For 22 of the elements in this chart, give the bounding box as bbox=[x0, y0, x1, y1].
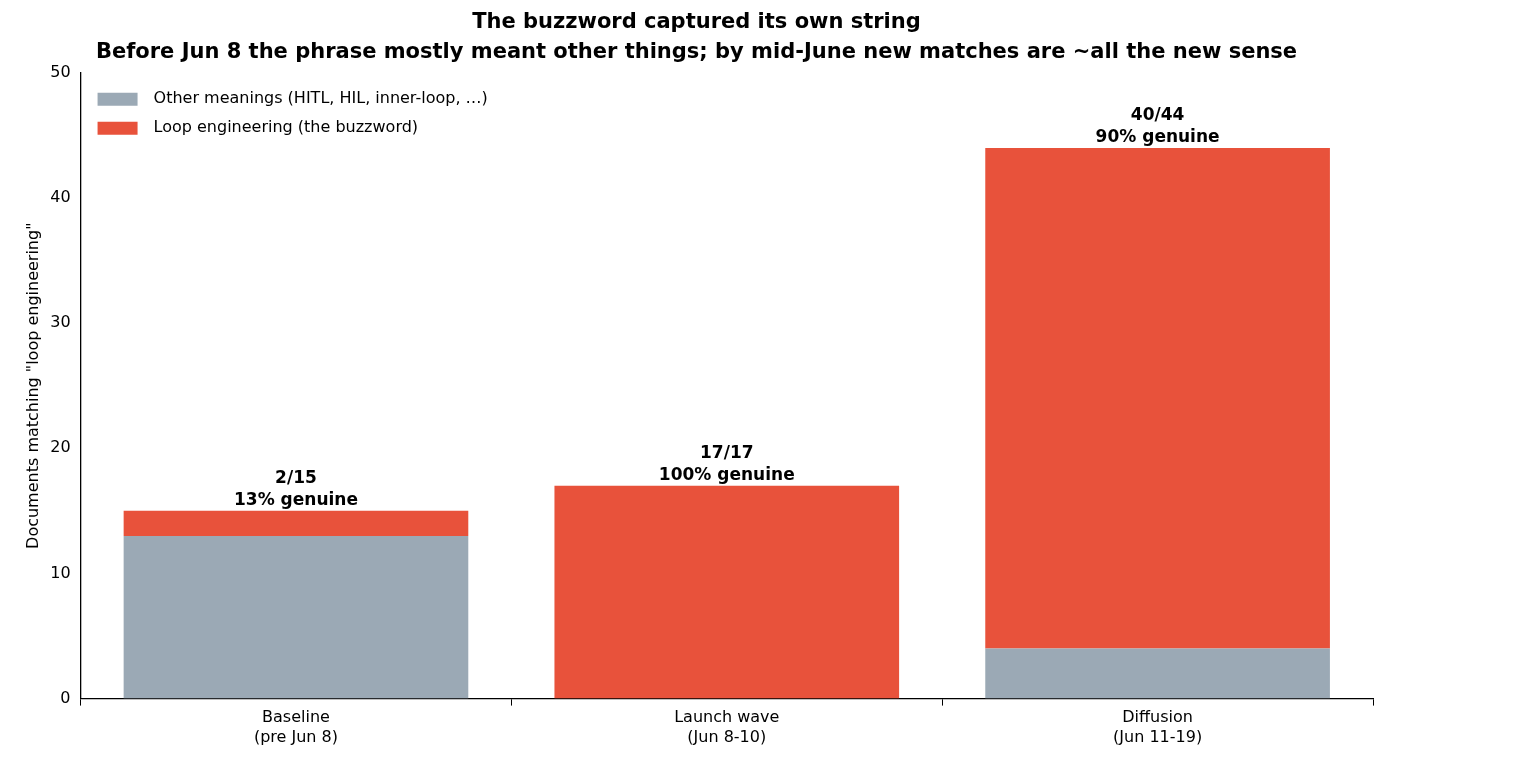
y-tick-label: 20 bbox=[50, 437, 71, 457]
legend-label: Other meanings (HITL, HIL, inner-loop, …) bbox=[153, 87, 488, 107]
y-tick-label: 50 bbox=[50, 61, 71, 81]
bar bbox=[123, 535, 469, 699]
y-tick-label: 30 bbox=[50, 312, 71, 332]
chart-title: The buzzword captured its own string bbox=[472, 9, 921, 34]
annotation: 17/17 100% genuine bbox=[658, 441, 795, 484]
x-tick-label: Launch wave (Jun 8-10) bbox=[674, 707, 780, 746]
bar bbox=[123, 510, 469, 536]
bar bbox=[985, 147, 1330, 649]
annotation: 40/44 90% genuine bbox=[1095, 103, 1220, 146]
y-tick-label: 0 bbox=[60, 687, 71, 707]
annotation: 2/15 13% genuine bbox=[233, 466, 358, 509]
legend-label: Loop engineering (the buzzword) bbox=[153, 116, 419, 136]
x-tick-label: Baseline (pre Jun 8) bbox=[253, 707, 338, 746]
chart-subtitle: Before Jun 8 the phrase mostly meant other things; by mid-June new matches are ~all the new sense bbox=[95, 38, 1298, 63]
bar bbox=[554, 485, 900, 699]
bar bbox=[985, 648, 1330, 699]
y-axis-title: Documents matching "loop engineering" bbox=[22, 222, 42, 549]
y-tick-label: 40 bbox=[50, 187, 71, 207]
x-tick-label: Diffusion (Jun 11-19) bbox=[1113, 707, 1203, 746]
y-tick-label: 10 bbox=[50, 562, 71, 582]
